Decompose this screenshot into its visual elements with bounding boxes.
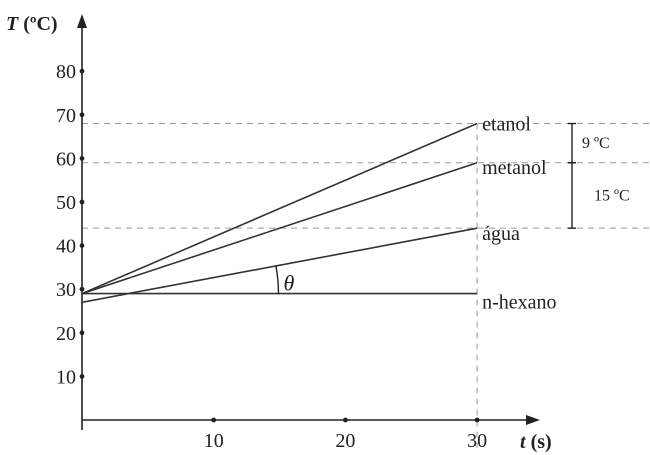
y-tick-dot-50 [79, 199, 85, 205]
y-tick-label-20: 20 [56, 323, 76, 345]
y-tick-dot-10 [79, 374, 85, 379]
x-tick-label-30: 30 [467, 430, 487, 452]
x-tick-label-20: 20 [335, 430, 355, 452]
y-tick-dot-80 [79, 68, 85, 74]
y-tick-label-80: 80 [56, 61, 76, 83]
x-axis-arrow [526, 415, 540, 425]
y-tick-label-60: 60 [56, 148, 76, 170]
series-label--gua: água [482, 223, 520, 245]
series-line--gua [81, 227, 478, 304]
x-tick-dot-30 [474, 417, 480, 423]
y-tick-dot-40 [79, 243, 85, 249]
y-axis-title: T (ºC) [6, 13, 58, 35]
theta-label: θ [283, 271, 294, 296]
x-axis-title: t (s) [520, 431, 552, 453]
series-label-etanol: etanol [482, 114, 531, 136]
x-tick-label-10: 10 [204, 430, 224, 452]
series-line-etanol [81, 122, 478, 295]
bracket-label-0: 9 ºC [582, 135, 610, 152]
y-tick-label-50: 50 [56, 192, 76, 214]
y-axis-arrow [77, 14, 87, 28]
theta-arc [275, 265, 280, 294]
y-tick-dot-20 [79, 330, 85, 336]
x-tick-dot-10 [211, 417, 217, 423]
x-tick-dot-20 [343, 417, 348, 423]
y-tick-label-70: 70 [56, 105, 76, 127]
y-tick-dot-30 [79, 286, 85, 292]
y-tick-label-40: 40 [56, 236, 76, 258]
series-label-n-hexano: n-hexano [482, 292, 556, 314]
bracket-label-1: 15 ºC [594, 187, 630, 204]
y-tick-dot-60 [79, 156, 85, 161]
y-tick-label-10: 10 [56, 366, 76, 388]
series-line-metanol [81, 162, 478, 295]
y-tick-label-30: 30 [56, 279, 76, 301]
y-tick-dot-70 [79, 112, 85, 118]
series-label-metanol: metanol [482, 157, 547, 179]
